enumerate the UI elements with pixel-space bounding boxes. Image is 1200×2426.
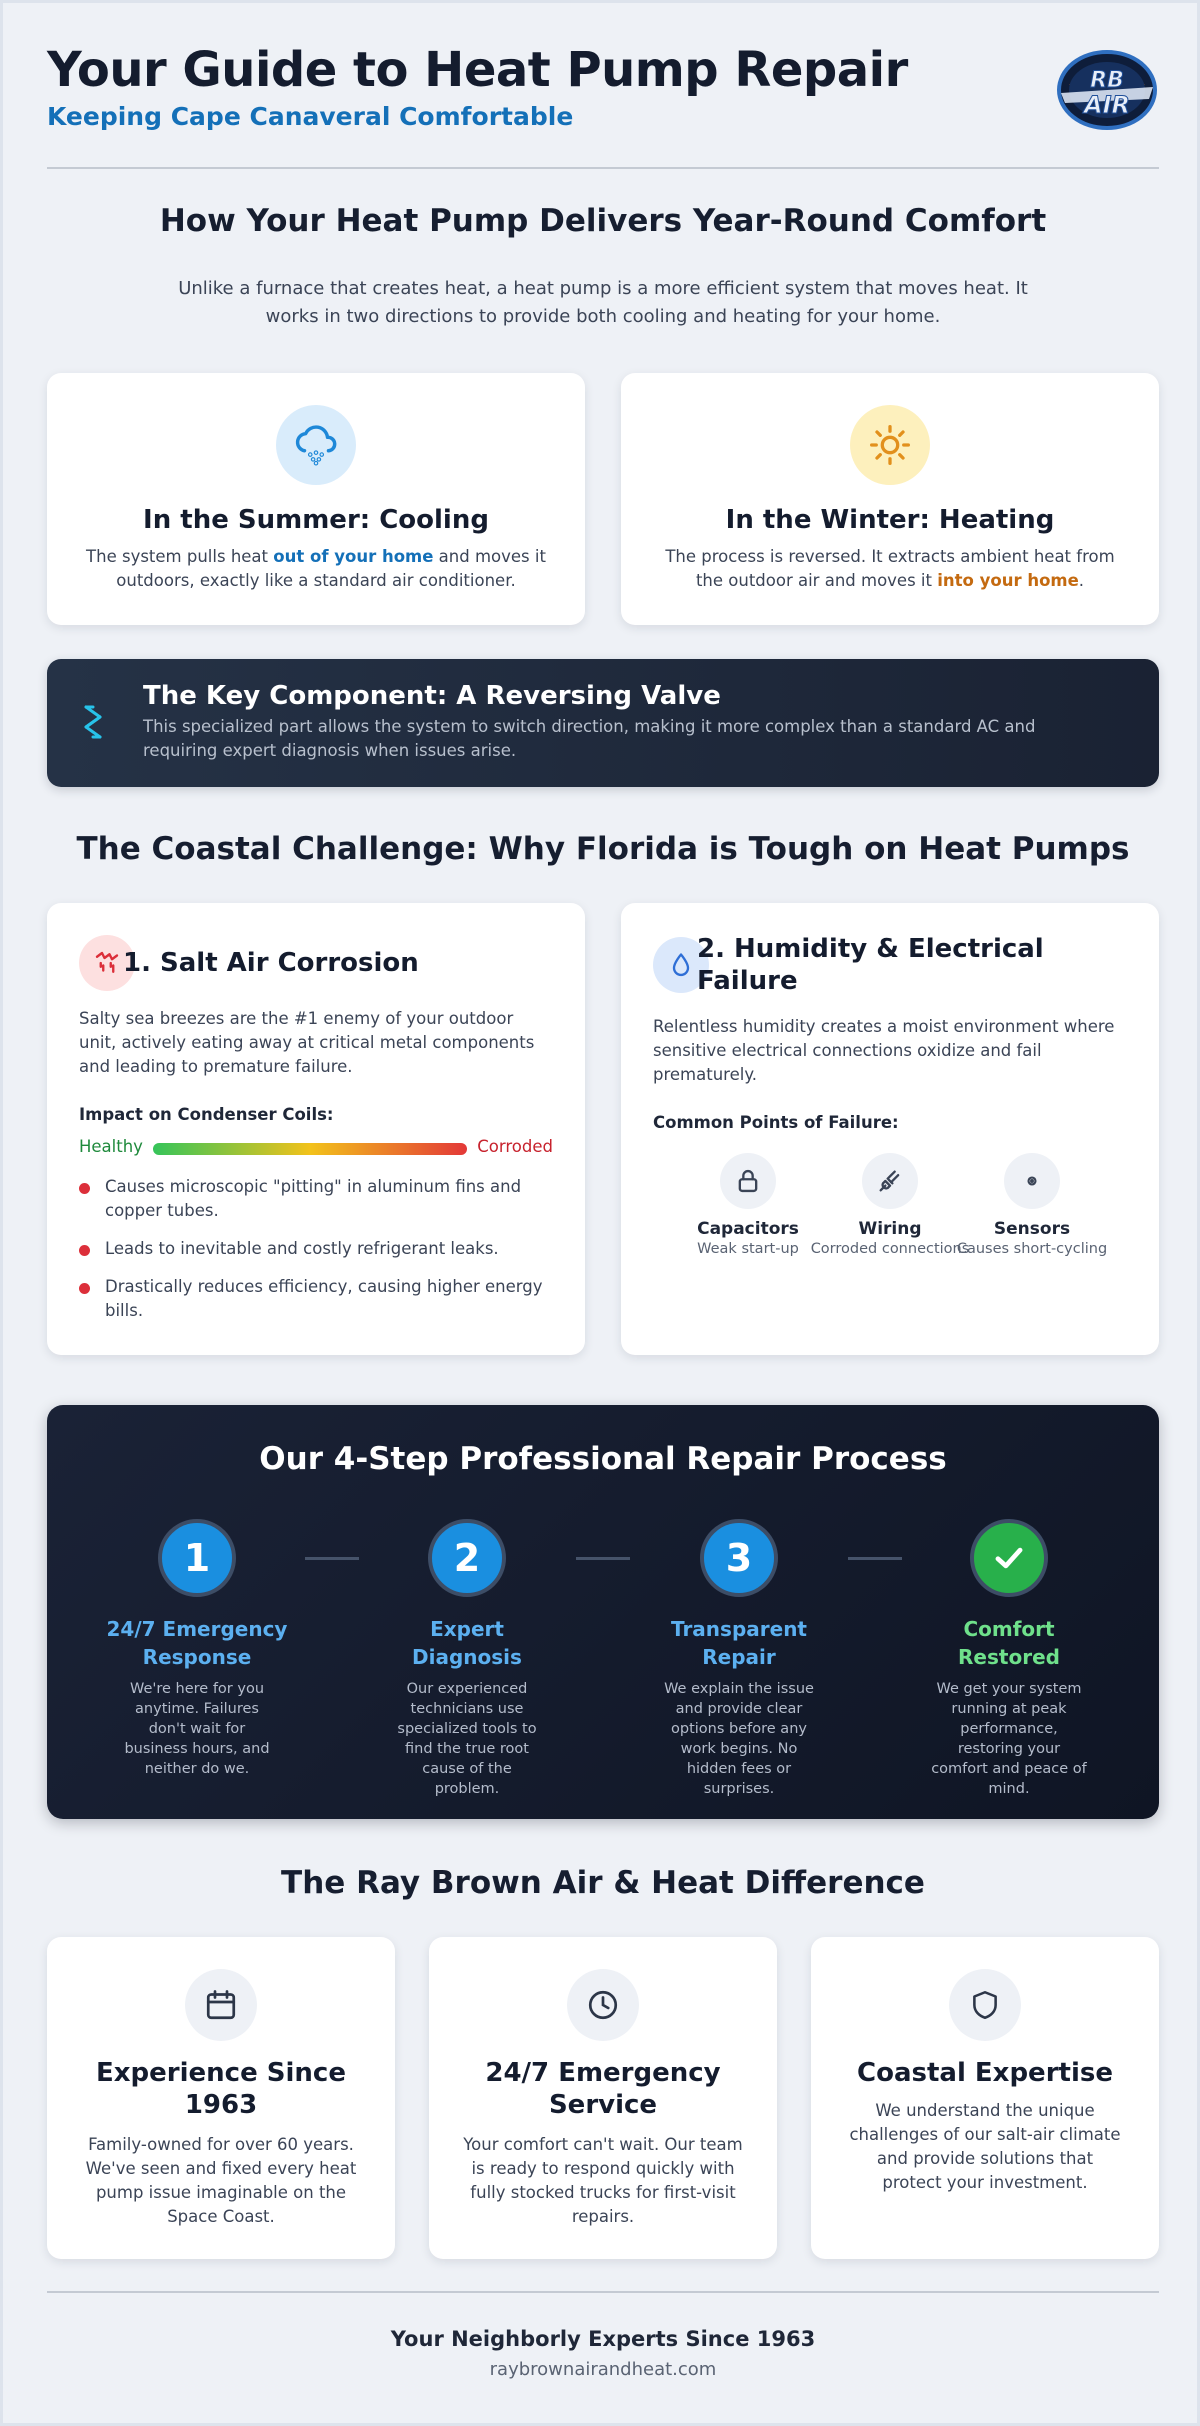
shield-icon <box>949 1969 1021 2041</box>
failure-point-label: Wiring <box>858 1219 922 1239</box>
svg-text:RB: RB <box>1090 68 1124 93</box>
valve-title: The Key Component: A Reversing Valve <box>143 681 721 711</box>
step-desc: We explain the issue and provide clear o… <box>664 1681 814 1797</box>
lock-icon <box>720 1153 776 1209</box>
step-desc: We get your system running at peak perfo… <box>931 1681 1087 1797</box>
difference-title: Experience Since 1963 <box>96 2058 346 2120</box>
eye-icon <box>1004 1153 1060 1209</box>
reversing-arrows-icon <box>84 705 102 739</box>
step-label: Comfort Restored <box>958 1617 1060 1669</box>
difference-title: 24/7 Emergency Service <box>485 2058 721 2120</box>
section-title-difference: The Ray Brown Air & Heat Difference <box>281 1865 925 1901</box>
salt-corrosion-card: 1. Salt Air Corrosion Salty sea breezes … <box>47 903 585 1355</box>
difference-desc: We understand the unique challenges of o… <box>849 2101 1121 2192</box>
svg-text:AIR: AIR <box>1082 91 1130 119</box>
summer-text: The system pulls heat out of your home a… <box>86 547 546 590</box>
failure-point-wiring: Wiring Corroded connections <box>805 1153 975 1257</box>
plug-icon <box>862 1153 918 1209</box>
company-logo: RB AIR <box>1057 50 1157 130</box>
scale-corroded-label: Corroded <box>477 1137 553 1156</box>
humidity-card: 2. Humidity & Electrical Failure Relentl… <box>621 903 1159 1355</box>
humidity-text: Relentless humidity creates a moist envi… <box>653 1017 1115 1084</box>
section-title-how: How Your Heat Pump Delivers Year-Round C… <box>159 203 1047 239</box>
step-number: 3 <box>700 1519 778 1597</box>
process-step-4: Comfort Restored We get your system runn… <box>894 1519 1124 1799</box>
failure-point-desc: Corroded connections <box>810 1241 970 1257</box>
list-item: Leads to inevitable and costly refrigera… <box>79 1237 555 1261</box>
difference-desc: Family-owned for over 60 years. We've se… <box>85 2135 357 2226</box>
scale-healthy-label: Healthy <box>79 1137 143 1156</box>
difference-title: Coastal Expertise <box>857 2058 1113 2088</box>
failure-points-label: Common Points of Failure: <box>653 1113 899 1132</box>
winter-highlight: into your home <box>937 571 1079 590</box>
step-desc: Our experienced technicians use speciali… <box>397 1681 537 1797</box>
list-item: Drastically reduces efficiency, causing … <box>79 1275 555 1323</box>
winter-card: In the Winter: Heating The process is re… <box>621 373 1159 625</box>
process-step-2: 2 Expert Diagnosis Our experienced techn… <box>352 1519 582 1799</box>
divider <box>47 2291 1159 2293</box>
step-label: Transparent Repair <box>671 1617 807 1669</box>
corrosion-icon <box>79 935 135 991</box>
page-subtitle: Keeping Cape Canaveral Comfortable <box>47 102 574 131</box>
difference-card-experience: Experience Since 1963 Family-owned for o… <box>47 1937 395 2259</box>
page-title: Your Guide to Heat Pump Repair <box>47 42 908 98</box>
impact-label: Impact on Condenser Coils: <box>79 1105 334 1124</box>
process-step-3: 3 Transparent Repair We explain the issu… <box>624 1519 854 1799</box>
salt-title: 1. Salt Air Corrosion <box>123 948 419 978</box>
summer-title: In the Summer: Cooling <box>143 505 489 535</box>
footer-tagline: Your Neighborly Experts Since 1963 <box>390 2327 816 2351</box>
repair-process-panel: Our 4-Step Professional Repair Process 1… <box>47 1405 1159 1819</box>
process-title: Our 4-Step Professional Repair Process <box>259 1441 947 1477</box>
droplet-icon <box>653 937 709 993</box>
cloud-snow-icon <box>276 405 356 485</box>
failure-point-capacitors: Capacitors Weak start-up <box>663 1153 833 1257</box>
difference-card-coastal: Coastal Expertise We understand the uniq… <box>811 1937 1159 2259</box>
summer-card: In the Summer: Cooling The system pulls … <box>47 373 585 625</box>
footer-website-link[interactable]: raybrownairandheat.com <box>489 2359 717 2380</box>
winter-text: The process is reversed. It extracts amb… <box>665 547 1115 590</box>
winter-title: In the Winter: Heating <box>725 505 1055 535</box>
difference-desc: Your comfort can't wait. Our team is rea… <box>463 2135 743 2226</box>
calendar-icon <box>185 1969 257 2041</box>
difference-card-emergency: 24/7 Emergency Service Your comfort can'… <box>429 1937 777 2259</box>
humidity-title: 2. Humidity & Electrical Failure <box>697 934 1044 996</box>
step-desc: We're here for you anytime. Failures don… <box>124 1681 270 1777</box>
clock-icon <box>567 1969 639 2041</box>
failure-point-sensors: Sensors Causes short-cycling <box>947 1153 1117 1257</box>
failure-point-label: Sensors <box>993 1219 1071 1239</box>
how-lead: Unlike a furnace that creates heat, a he… <box>178 278 1028 327</box>
reversing-valve-banner: The Key Component: A Reversing Valve Thi… <box>47 659 1159 787</box>
step-connector <box>576 1557 630 1560</box>
salt-text: Salty sea breezes are the #1 enemy of yo… <box>79 1009 535 1076</box>
failure-point-desc: Causes short-cycling <box>956 1241 1108 1257</box>
summer-highlight: out of your home <box>273 547 434 566</box>
step-label: Expert Diagnosis <box>412 1617 522 1669</box>
checkmark-icon <box>970 1519 1048 1597</box>
step-number: 2 <box>428 1519 506 1597</box>
page-header: Your Guide to Heat Pump Repair Keeping C… <box>47 39 1159 139</box>
step-connector <box>305 1557 359 1560</box>
section-title-coastal: The Coastal Challenge: Why Florida is To… <box>76 831 1130 867</box>
step-number: 1 <box>158 1519 236 1597</box>
divider <box>47 167 1159 169</box>
list-item: Causes microscopic "pitting" in aluminum… <box>79 1175 555 1223</box>
sun-icon <box>850 405 930 485</box>
step-label: 24/7 Emergency Response <box>106 1617 288 1669</box>
failure-point-label: Capacitors <box>697 1219 799 1239</box>
failure-point-desc: Weak start-up <box>697 1241 799 1257</box>
corrosion-gradient-bar <box>153 1143 467 1155</box>
valve-text: This specialized part allows the system … <box>143 717 1036 760</box>
process-step-1: 1 24/7 Emergency Response We're here for… <box>82 1519 312 1779</box>
step-connector <box>848 1557 902 1560</box>
